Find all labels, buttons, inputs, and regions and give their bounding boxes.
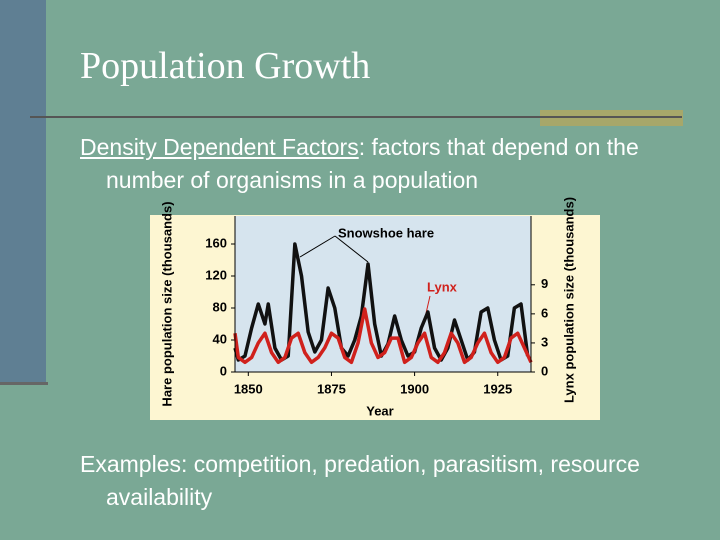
x-tick-label: 1925 bbox=[483, 381, 512, 396]
pointer bbox=[299, 235, 336, 258]
plot-area bbox=[235, 216, 531, 372]
y-tick-label: 80 bbox=[213, 299, 227, 314]
bullet: Density Dependent Factors: factors that … bbox=[80, 131, 706, 197]
term: Density Dependent Factors bbox=[80, 134, 359, 160]
x-axis-label: Year bbox=[366, 403, 393, 418]
y-tick-label: 40 bbox=[213, 331, 227, 346]
accent-bar bbox=[540, 110, 683, 126]
x-tick-label: 1875 bbox=[317, 381, 346, 396]
y-tick-label: 0 bbox=[220, 363, 227, 378]
y2-tick-label: 6 bbox=[541, 305, 548, 320]
bullet-text: Examples: competition, predation, parasi… bbox=[80, 451, 640, 510]
y2-tick-label: 9 bbox=[541, 276, 548, 291]
bullet-text: : factors that depend on the number of o… bbox=[106, 134, 639, 193]
y-tick-label: 120 bbox=[205, 267, 227, 282]
side-bar-edge bbox=[0, 382, 48, 385]
pointer bbox=[334, 235, 369, 263]
rule bbox=[30, 116, 682, 118]
slide-title: Population Growth bbox=[80, 45, 371, 87]
y-tick-label: 160 bbox=[205, 235, 227, 250]
side-bar bbox=[0, 0, 46, 383]
y-axis-label: Hare population size (thousands) bbox=[159, 201, 174, 406]
bullet: Examples: competition, predation, parasi… bbox=[80, 448, 706, 514]
y2-axis-label: Lynx population size (thousands) bbox=[561, 197, 576, 403]
annotation: Lynx bbox=[427, 279, 458, 294]
series-line bbox=[233, 242, 530, 362]
x-tick-label: 1850 bbox=[234, 381, 263, 396]
annotation: Snowshoe hare bbox=[338, 225, 434, 240]
series-line bbox=[233, 307, 533, 365]
y2-tick-label: 0 bbox=[541, 363, 548, 378]
y2-tick-label: 3 bbox=[541, 334, 548, 349]
x-tick-label: 1900 bbox=[400, 381, 429, 396]
